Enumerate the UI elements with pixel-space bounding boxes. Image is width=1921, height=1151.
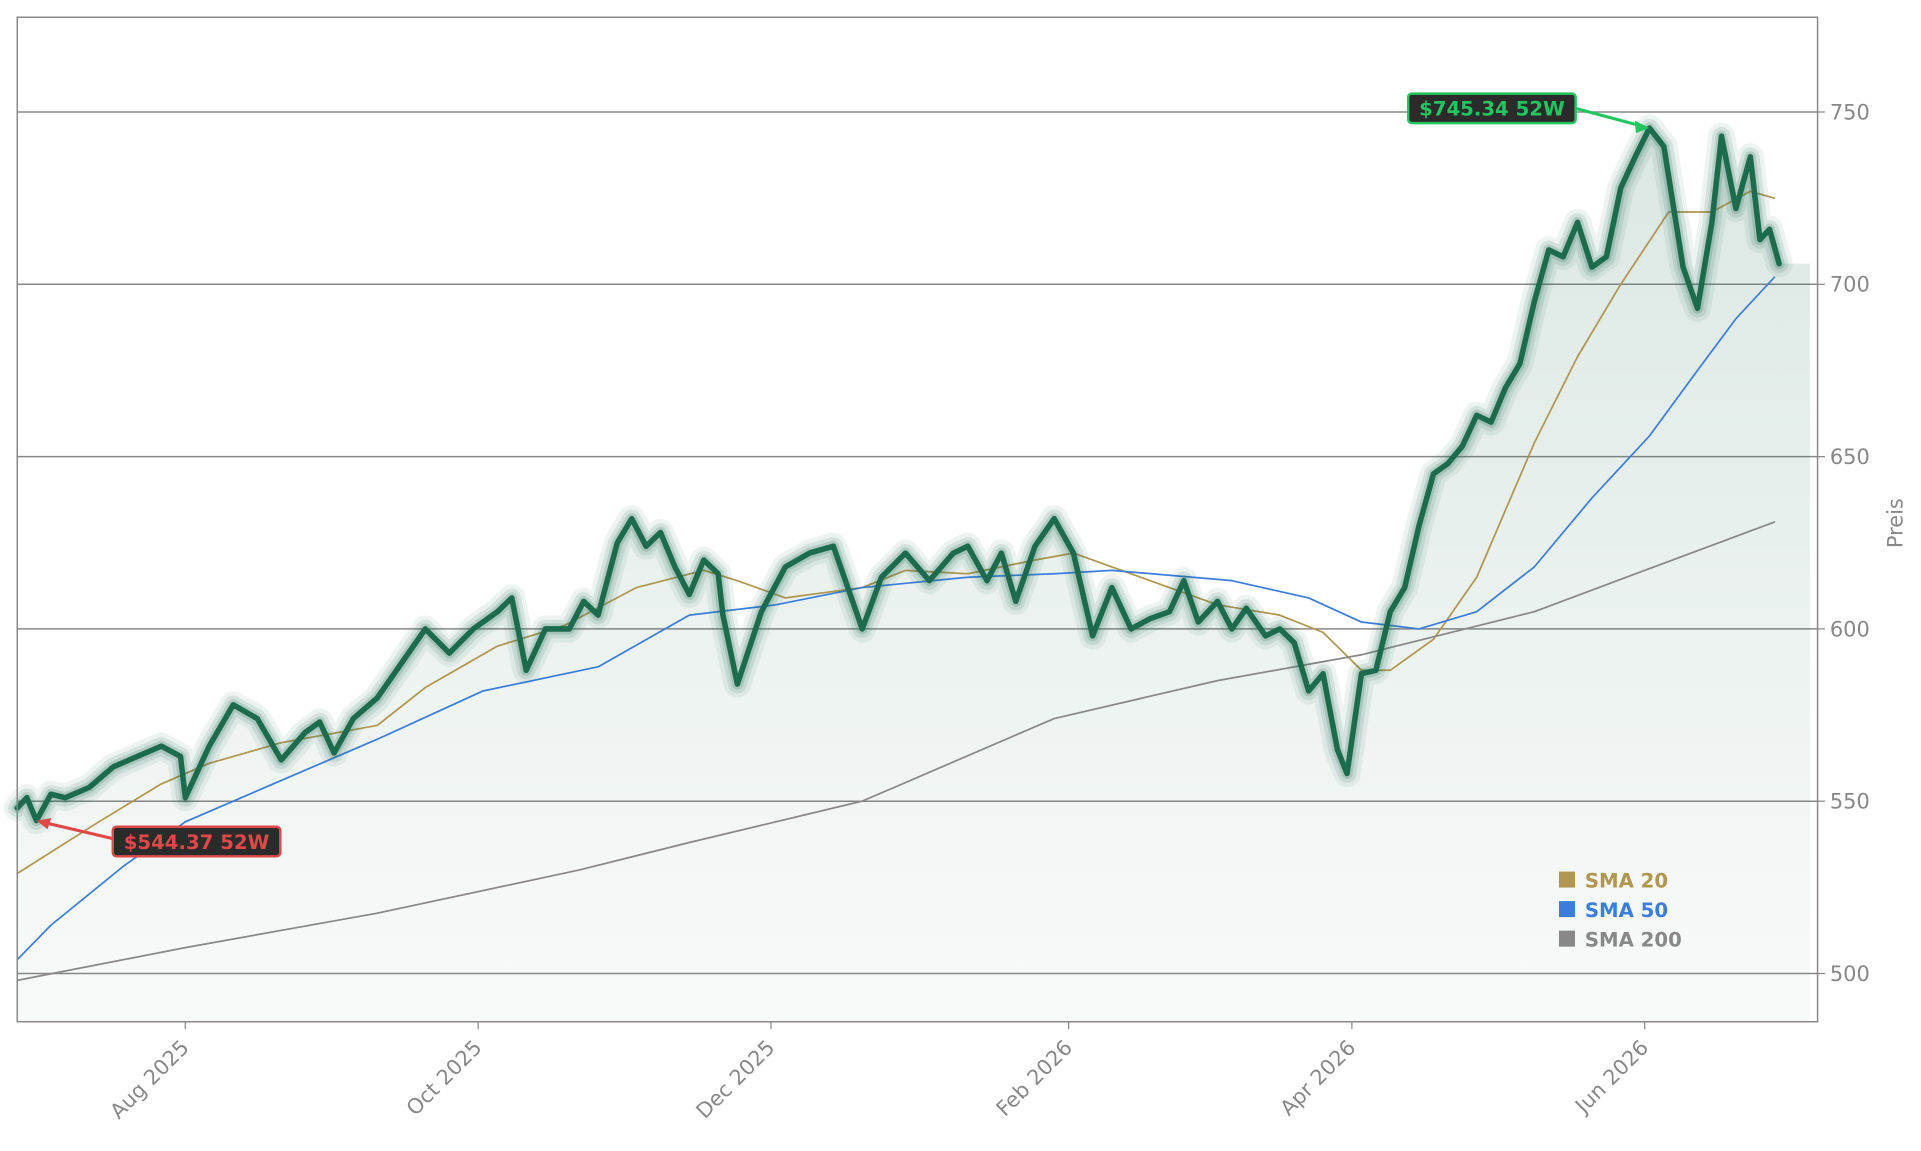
plot-frame <box>16 16 1819 1023</box>
legend-label: SMA 200 <box>1585 929 1682 952</box>
legend-label: SMA 50 <box>1585 899 1668 922</box>
sma-line <box>16 190 1776 875</box>
x-tick-label: Feb 2026 <box>992 1035 1078 1121</box>
legend-swatch <box>1558 901 1575 918</box>
y-tick-label: 700 <box>1830 273 1870 297</box>
y-tick-label: 550 <box>1830 790 1870 814</box>
legend-label: SMA 20 <box>1585 870 1668 893</box>
annotation-label: $745.34 52W <box>1419 98 1565 121</box>
y-tick-label: 750 <box>1830 100 1870 124</box>
annotation: $544.37 52W <box>36 818 282 858</box>
y-tick-label: 500 <box>1830 962 1870 986</box>
price-area <box>17 128 1810 1022</box>
annotation-arrowhead <box>36 818 52 830</box>
price-line <box>14 125 1782 824</box>
sma-line <box>16 276 1776 961</box>
x-tick-label: Dec 2025 <box>691 1035 779 1123</box>
x-tick-label: Jun 2026 <box>1569 1035 1653 1119</box>
annotation: $745.34 52W <box>1406 92 1650 133</box>
annotation-arrow <box>41 820 126 844</box>
annotation-box <box>111 825 282 858</box>
x-tick-label: Oct 2025 <box>402 1035 487 1120</box>
annotation-box <box>1406 92 1577 125</box>
y-axis-label: Preis <box>1884 498 1908 548</box>
y-tick-label: 650 <box>1830 445 1870 469</box>
y-tick-label: 600 <box>1830 617 1870 641</box>
legend-swatch <box>1558 871 1575 888</box>
x-tick-label: Aug 2025 <box>106 1035 194 1123</box>
x-tick-label: Apr 2026 <box>1275 1035 1360 1120</box>
legend-swatch <box>1558 930 1575 947</box>
annotation-arrowhead <box>1634 120 1650 133</box>
annotation-label: $544.37 52W <box>124 831 270 854</box>
annotation-arrow <box>1575 106 1646 129</box>
sma-line <box>16 521 1776 982</box>
